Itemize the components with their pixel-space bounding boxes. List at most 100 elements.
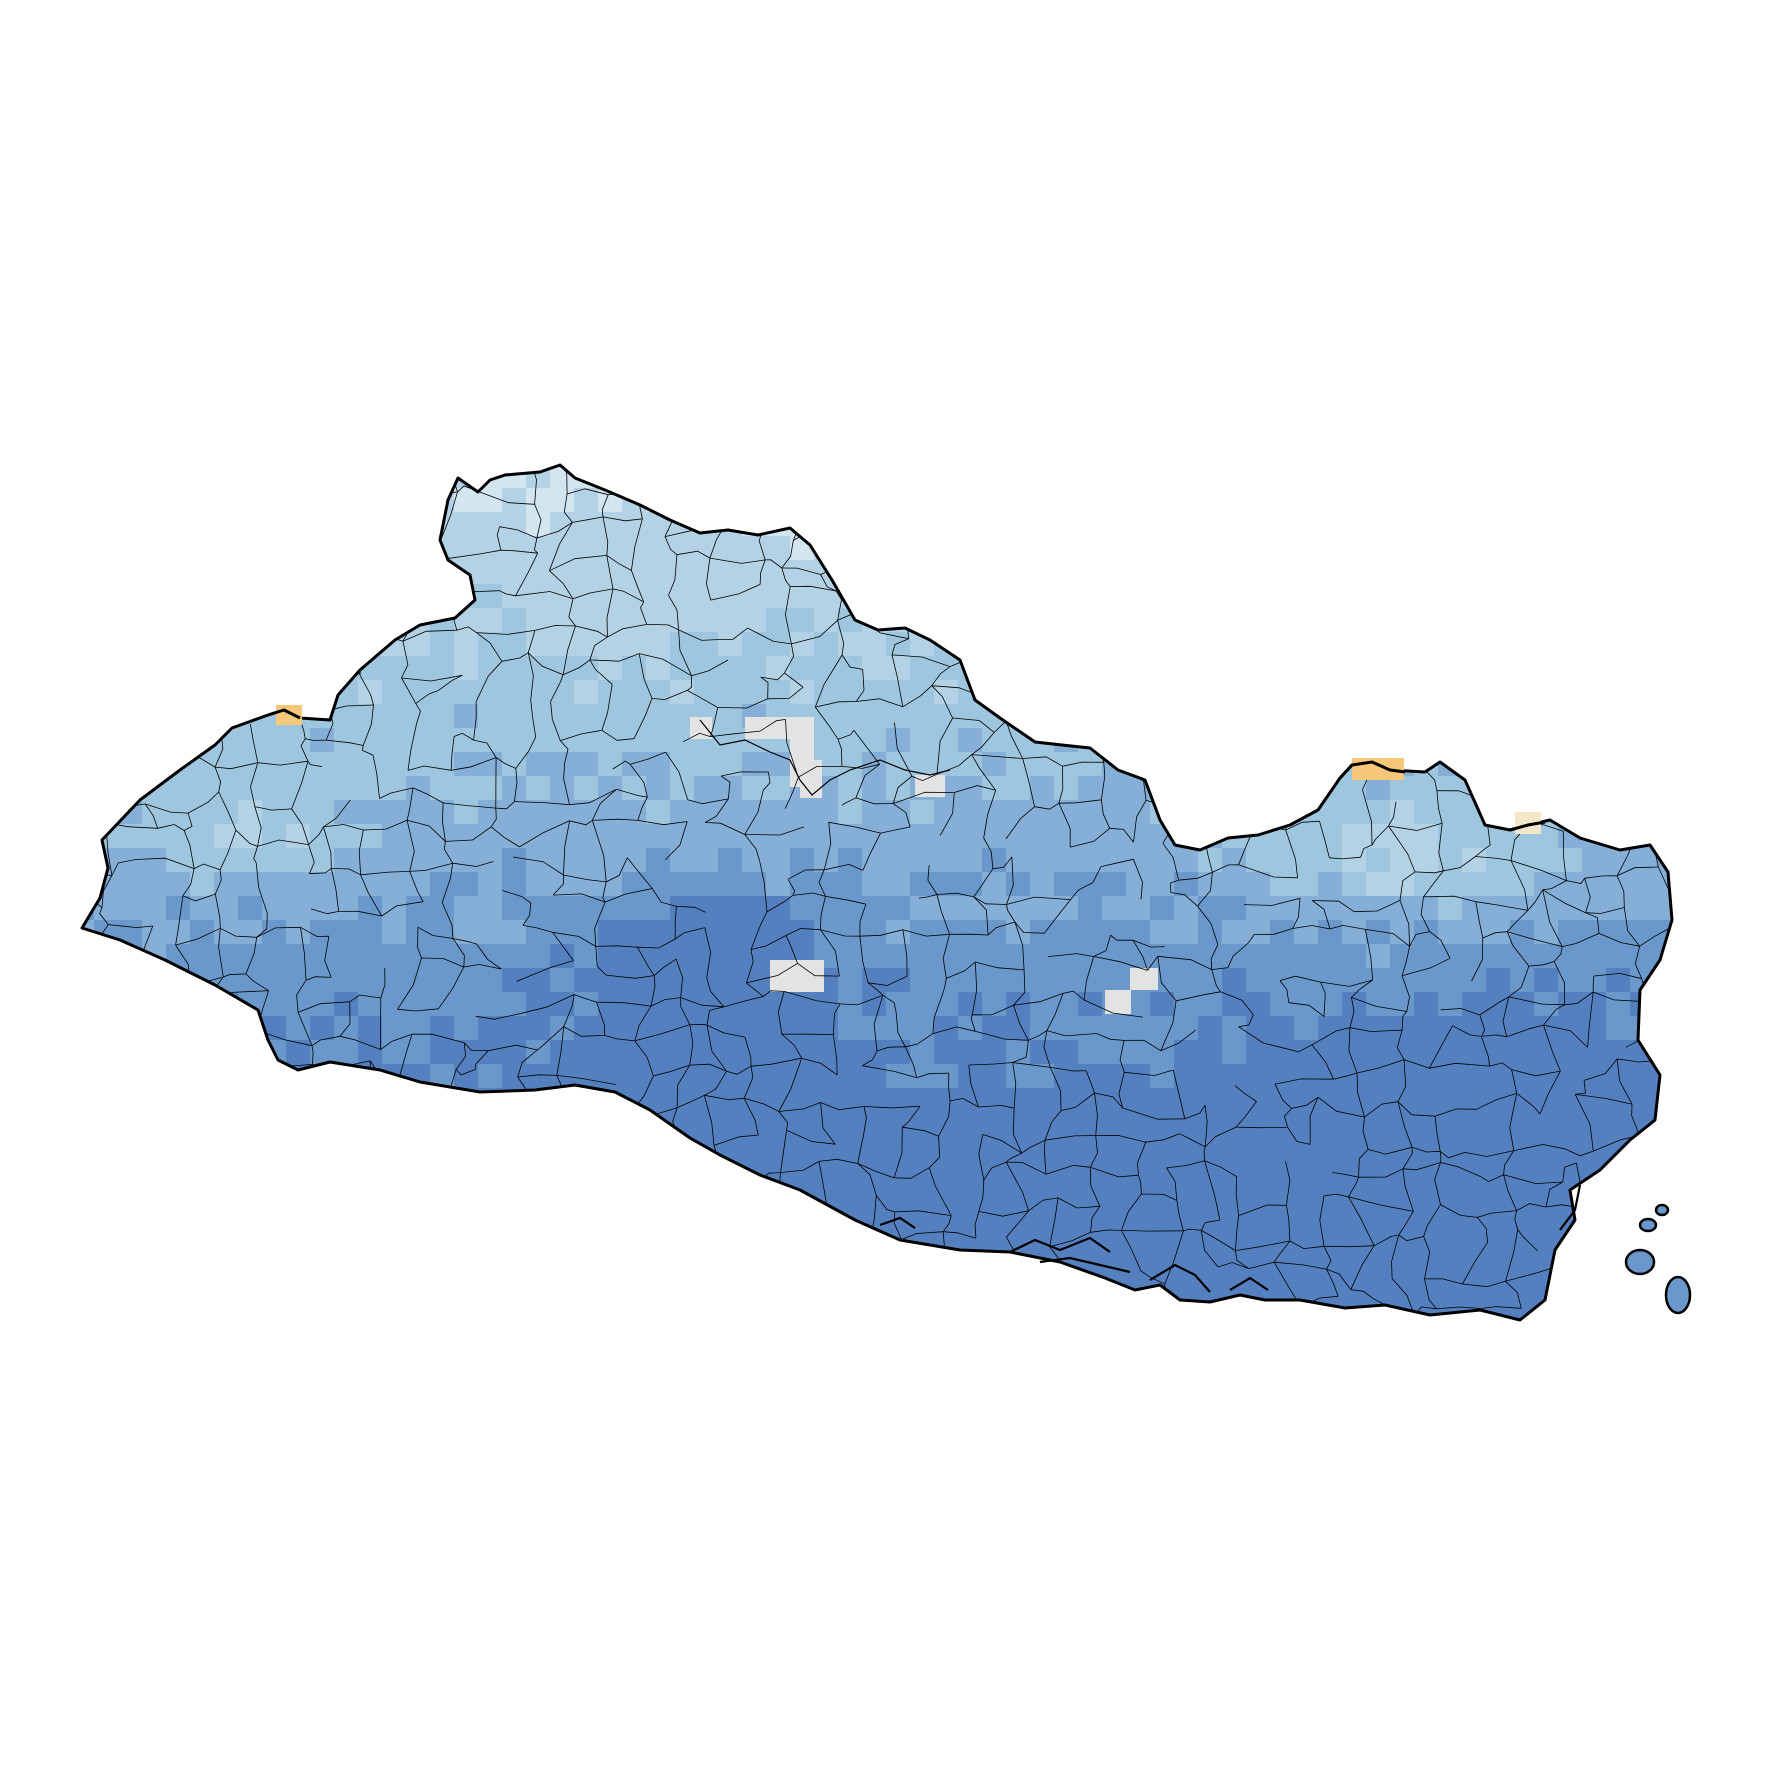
raster-cell — [478, 632, 503, 657]
raster-cell — [1006, 776, 1031, 801]
municipal-boundary — [1539, 789, 1587, 803]
raster-cell — [958, 1304, 983, 1320]
raster-cell — [82, 632, 95, 657]
municipal-boundary — [1388, 825, 1416, 873]
raster-cell — [1342, 680, 1367, 705]
municipal-boundary — [1539, 765, 1566, 790]
raster-cell — [646, 680, 671, 705]
raster-cell — [1414, 512, 1439, 537]
raster-cell — [1222, 512, 1247, 537]
raster-cell — [454, 632, 479, 657]
raster-cell — [790, 632, 815, 657]
municipal-boundary — [862, 1065, 917, 1079]
municipal-boundary — [841, 486, 871, 497]
municipal-boundary — [1323, 1246, 1332, 1270]
raster-cell — [886, 1040, 911, 1065]
raster-cell — [238, 632, 263, 657]
municipal-boundary — [1664, 970, 1671, 996]
municipal-boundary — [1329, 856, 1361, 860]
raster-cell — [1486, 656, 1511, 681]
raster-cell — [1462, 968, 1487, 993]
municipal-boundary — [71, 493, 78, 525]
municipal-boundary — [326, 739, 364, 746]
raster-cell — [1078, 968, 1103, 993]
raster-cell — [1366, 1160, 1391, 1185]
raster-cell — [1246, 1064, 1271, 1089]
raster-cell — [670, 560, 695, 585]
raster-cell — [742, 1184, 767, 1209]
municipal-boundary — [678, 489, 720, 495]
raster-cell — [502, 848, 527, 873]
raster-cell — [1174, 728, 1199, 753]
municipal-boundary — [637, 820, 688, 826]
raster-cell — [1246, 800, 1271, 825]
municipal-boundary — [379, 1264, 398, 1274]
municipal-boundary — [1578, 1312, 1632, 1320]
municipal-boundary — [1012, 1062, 1051, 1068]
raster-cell — [1006, 824, 1031, 849]
municipal-boundary — [291, 808, 309, 845]
raster-cell — [1174, 1256, 1199, 1281]
municipal-boundary — [144, 803, 159, 829]
raster-cell — [1078, 512, 1103, 537]
raster-cell — [1198, 1304, 1223, 1320]
raster-cell — [1630, 1184, 1655, 1209]
raster-cell — [238, 1088, 263, 1113]
raster-cell — [598, 920, 623, 945]
raster-cell — [286, 1328, 311, 1353]
raster-cell — [790, 1112, 815, 1137]
raster-cell — [454, 1328, 479, 1353]
raster-cell — [1246, 584, 1271, 609]
municipal-boundary — [1005, 1161, 1029, 1211]
raster-cell — [1318, 824, 1343, 849]
raster-cell — [1270, 1112, 1295, 1137]
municipal-boundary — [159, 523, 183, 538]
raster-cell — [1246, 1184, 1271, 1209]
municipal-boundary — [176, 1004, 209, 1017]
municipal-boundary — [549, 1263, 578, 1301]
municipal-boundary — [1292, 925, 1331, 930]
raster-cell — [934, 608, 959, 633]
municipal-boundary — [66, 1230, 75, 1270]
municipal-boundary — [1170, 586, 1220, 590]
raster-cell — [646, 848, 671, 873]
raster-cell — [454, 968, 479, 993]
raster-cell — [574, 944, 599, 969]
raster-cell — [1582, 1040, 1607, 1065]
raster-cell — [1438, 1112, 1463, 1137]
municipal-boundary — [1396, 523, 1431, 540]
municipal-boundary — [1100, 799, 1111, 829]
municipal-boundary — [309, 868, 332, 875]
municipal-boundary — [589, 659, 613, 685]
municipal-boundary — [1474, 531, 1488, 569]
municipal-boundary — [101, 1281, 116, 1317]
raster-cell — [430, 1208, 455, 1233]
municipal-boundary — [746, 962, 798, 984]
raster-cell — [238, 584, 263, 609]
municipal-boundary — [815, 701, 857, 708]
municipal-boundary — [868, 559, 913, 564]
municipal-boundary — [522, 994, 575, 1014]
raster-cell — [1054, 824, 1079, 849]
municipal-boundary — [549, 555, 607, 572]
raster-cell — [1222, 1040, 1247, 1065]
municipal-boundary — [196, 1072, 210, 1081]
raster-cell — [262, 1136, 287, 1161]
municipal-boundary — [235, 829, 258, 847]
raster-cell — [454, 440, 479, 465]
raster-cell — [214, 465, 239, 489]
raster-cell — [1438, 1064, 1463, 1089]
municipal-boundary — [1100, 858, 1134, 867]
municipal-boundary — [691, 659, 729, 677]
raster-cell — [1078, 536, 1103, 561]
raster-cell — [694, 896, 719, 921]
raster-cell — [694, 992, 719, 1017]
raster-cell — [526, 560, 551, 585]
raster-cell — [262, 848, 287, 873]
raster-cell — [886, 728, 911, 753]
municipal-boundary — [971, 732, 995, 755]
raster-cell — [1366, 848, 1391, 873]
raster-cell — [1222, 992, 1247, 1017]
raster-cell — [910, 440, 935, 465]
raster-cell — [358, 968, 383, 993]
